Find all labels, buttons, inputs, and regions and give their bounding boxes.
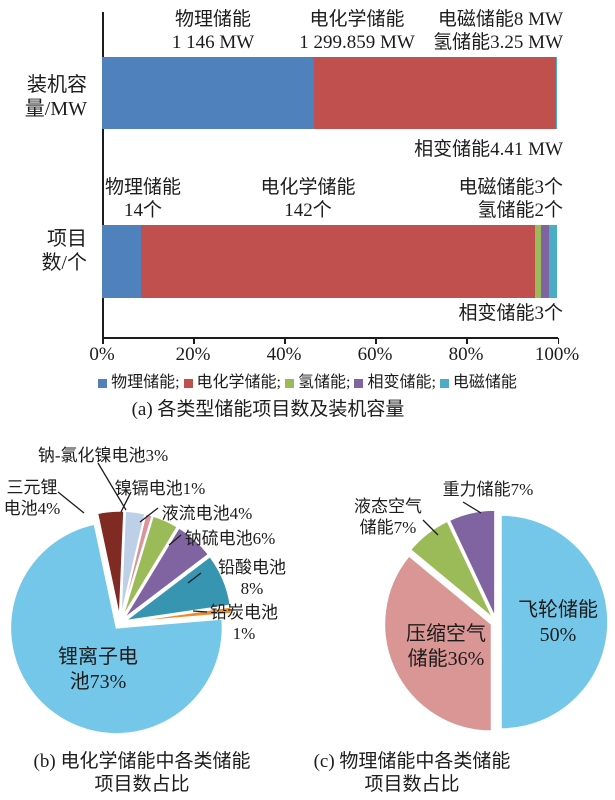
pie-electrochemical xyxy=(9,462,233,735)
pie-slice-液流电池 xyxy=(121,515,179,618)
pie-b-label-nicd: 镍镉电池1% xyxy=(114,479,206,498)
bar-segment-电磁储能 xyxy=(556,57,558,129)
pie-slice-铅炭电池 xyxy=(125,605,233,624)
legend-item-电化学储能: 电化学储能; xyxy=(183,373,285,393)
pie-slice-压缩空气储能 xyxy=(383,554,493,732)
bar-installed-capacity xyxy=(102,57,558,129)
axis-tick xyxy=(375,338,377,344)
caption-panel-c: (c) 物理储能中各类储能 项目数占比 xyxy=(313,751,511,795)
annotation-bar1-electrochemical: 电化学储能 1 299.859 MW xyxy=(299,9,415,53)
bar-segment-电化学储能 xyxy=(140,225,536,298)
y-axis-label-capacity: 装机容 量/MW xyxy=(24,74,87,120)
bar-segment-物理储能 xyxy=(102,225,141,298)
legend-label: 相变储能; xyxy=(367,374,440,391)
axis-tick xyxy=(102,338,104,344)
caption-panel-b: (b) 电化学储能中各类储能 项目数占比 xyxy=(33,751,251,795)
legend-item-相变储能: 相变储能; xyxy=(354,373,439,393)
annotation-bar1-phase-change: 相变储能4.41 MW xyxy=(414,139,563,160)
annotation-bar2-phase-change: 相变储能3个 xyxy=(458,303,563,324)
x-tick-label: 100% xyxy=(534,344,580,365)
bar-project-count xyxy=(102,225,558,298)
pie-b-label-lead-carbon: 铅炭电池 1% xyxy=(210,603,278,643)
pie-slice-三元锂电池 xyxy=(96,510,125,618)
pie-label-leader-line xyxy=(422,519,439,536)
pie-label-leader-line xyxy=(57,491,85,514)
legend-swatch xyxy=(284,378,294,388)
legend-label: 电化学储能; xyxy=(196,374,285,391)
pie-b-label-nas: 钠硫电池6% xyxy=(184,529,276,548)
pie-slice-飞轮储能 xyxy=(500,514,609,730)
pie-label-leader-line xyxy=(168,534,182,546)
bar-segment-电磁储能 xyxy=(549,225,558,298)
legend-item-电磁储能: 电磁储能 xyxy=(439,373,517,393)
legend-item-氢储能: 氢储能; xyxy=(284,373,355,393)
axis-tick xyxy=(284,338,286,344)
axis-tick xyxy=(557,338,560,344)
bar-segment-相变储能 xyxy=(555,57,556,129)
bar-segment-氢储能 xyxy=(535,225,541,298)
pie-slice-钠硫电池 xyxy=(123,526,210,620)
axis-tick xyxy=(193,338,195,344)
pie-slice-钠-氯化镍电池 xyxy=(120,510,146,618)
legend-swatch xyxy=(98,378,108,388)
pie-physical xyxy=(383,501,609,732)
legend-swatch xyxy=(183,378,193,388)
bar-segment-氢储能 xyxy=(554,57,556,129)
x-tick-label: 60% xyxy=(357,344,393,365)
pie-c-label-caes: 压缩空气 储能36% xyxy=(406,623,486,670)
annotation-bar2-electrochemical: 电化学储能 142个 xyxy=(260,177,356,221)
legend-item-物理储能: 物理储能; xyxy=(98,373,183,393)
caption-panel-a: (a) 各类型储能项目数及装机容量 xyxy=(131,399,405,420)
annotation-bar2-em-hydrogen: 电磁储能3个 氢储能2个 xyxy=(458,177,563,221)
annotation-bar1-em-hydrogen: 电磁储能8 MW 氢储能3.25 MW xyxy=(433,9,563,53)
pie-b-label-li-ion: 锂离子电 池73% xyxy=(58,646,138,693)
annotation-bar2-physical: 物理储能 14个 xyxy=(104,177,181,221)
bar-segment-物理储能 xyxy=(102,57,315,129)
pie-label-leader-line xyxy=(97,462,127,511)
pie-b-label-ternary-lithium: 三元锂 电池4% xyxy=(3,478,61,518)
y-axis-label-projects: 项目 数/个 xyxy=(41,228,87,274)
bar-segment-相变储能 xyxy=(540,225,550,298)
legend-swatch xyxy=(354,378,364,388)
x-tick-label: 40% xyxy=(266,344,302,365)
annotation-bar1-physical: 物理储能 1 146 MW xyxy=(171,9,255,53)
pie-slice-铅酸电池 xyxy=(125,555,232,622)
pie-c-label-gravity: 重力储能7% xyxy=(442,480,534,499)
pie-slice-锂离子电池 xyxy=(9,523,224,735)
axis-tick xyxy=(466,338,468,344)
legend-label: 电磁储能 xyxy=(452,374,517,391)
x-axis-line xyxy=(102,337,558,339)
pie-label-leader-line xyxy=(192,610,208,613)
pie-c-label-flywheel: 飞轮储能 50% xyxy=(518,599,598,646)
x-tick-label: 0% xyxy=(89,344,115,365)
legend-label: 氢储能; xyxy=(297,374,355,391)
legend-label: 物理储能; xyxy=(111,374,184,391)
pie-slice-液态空气储能 xyxy=(409,520,494,619)
legend-swatch xyxy=(439,378,449,388)
legend: 物理储能; 电化学储能; 氢储能; 相变储能; 电磁储能 xyxy=(0,373,615,393)
y-axis-line xyxy=(102,12,104,338)
x-tick-label: 80% xyxy=(448,344,484,365)
pie-label-leader-line xyxy=(462,501,482,514)
pie-c-label-liquid-air: 液态空气 储能7% xyxy=(354,497,422,537)
pie-label-leader-line xyxy=(139,507,159,523)
pie-b-label-flow: 液流电池4% xyxy=(161,504,253,523)
bar-segment-电化学储能 xyxy=(314,57,555,129)
pie-slice-重力储能 xyxy=(448,509,496,618)
pie-label-leader-line xyxy=(120,491,132,513)
pie-label-leader-line xyxy=(187,572,202,584)
pie-b-label-lead-acid: 铅酸电池 8% xyxy=(218,558,286,598)
pie-b-label-nacl-nickel: 钠-氯化镍电池3% xyxy=(37,446,169,465)
x-tick-label: 20% xyxy=(175,344,211,365)
